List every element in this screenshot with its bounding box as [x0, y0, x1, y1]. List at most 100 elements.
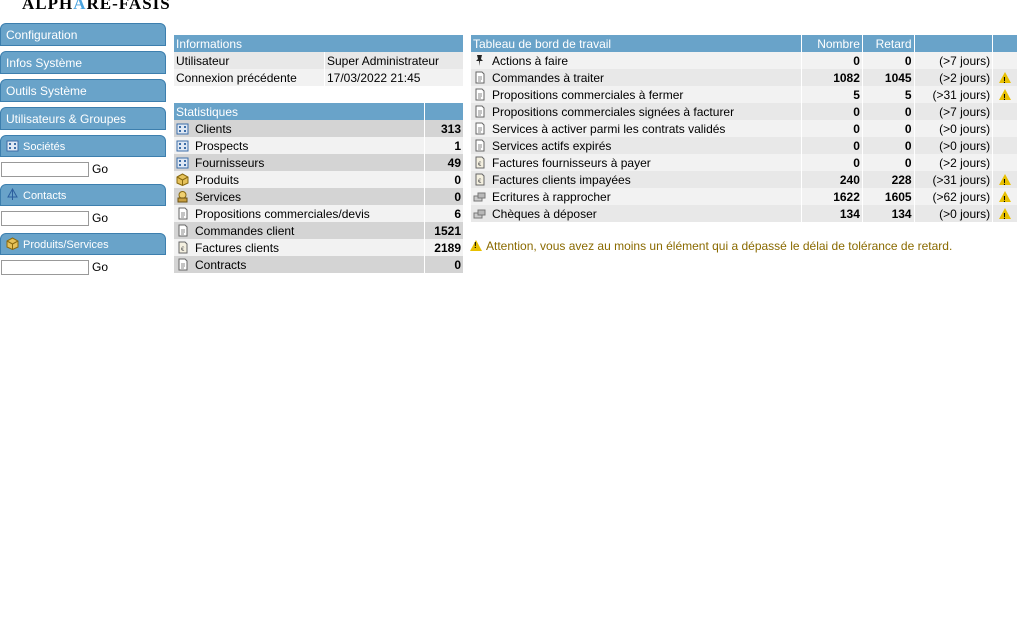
stat-label[interactable]: Prospects [195, 138, 249, 153]
stat-label-cell[interactable]: € Factures clients [174, 239, 425, 256]
dashboard-label[interactable]: Propositions commerciales signées à fact… [492, 104, 735, 119]
produits-go-button[interactable]: Go [92, 260, 109, 274]
dashboard-label[interactable]: Propositions commerciales à fermer [492, 87, 684, 102]
stat-label[interactable]: Commandes client [195, 223, 295, 238]
stat-label-cell[interactable]: Produits [174, 171, 425, 188]
dashboard-row[interactable]: Propositions commerciales signées à fact… [471, 103, 1018, 120]
dashboard-label[interactable]: Actions à faire [492, 53, 569, 68]
dashboard-label[interactable]: Factures fournisseurs à payer [492, 155, 651, 170]
document-icon [475, 139, 485, 151]
dashboard-nombre: 1082 [801, 69, 863, 86]
contacts-go-button[interactable]: Go [92, 211, 109, 225]
stat-row[interactable]: € Factures clients 2189 [174, 239, 464, 256]
dashboard-label-cell[interactable]: € Factures fournisseurs à payer [471, 154, 803, 171]
dashboard-row[interactable]: Services à activer parmi les contrats va… [471, 120, 1018, 137]
contacts-search-input[interactable] [1, 211, 89, 226]
dashboard-label[interactable]: Chèques à déposer [492, 206, 597, 221]
stat-label[interactable]: Contracts [195, 257, 247, 272]
tableau-de-bord-table: Tableau de bord de travail Nombre Retard… [471, 35, 1018, 225]
menu-configuration[interactable]: Configuration [0, 23, 166, 46]
stat-row[interactable]: Prospects 1 [174, 137, 464, 154]
dashboard-nombre: 0 [801, 52, 863, 69]
stat-row[interactable]: Commandes client 1521 [174, 222, 464, 239]
stat-label-cell[interactable]: Commandes client [174, 222, 425, 239]
dashboard-nombre: 1622 [801, 188, 863, 205]
stat-row[interactable]: Fournisseurs 49 [174, 154, 464, 171]
building-icon [176, 140, 189, 151]
dashboard-label[interactable]: Commandes à traiter [492, 70, 605, 85]
dashboard-row[interactable]: Ecritures à rapprocher 1622 1605 (>62 jours… [471, 188, 1018, 208]
dashboard-delay: (>62 jours) [914, 188, 994, 205]
stat-value: 2189 [424, 239, 464, 256]
dashboard-label-cell[interactable]: Services actifs expirés [471, 137, 803, 154]
sidebar: Configuration Infos Système Outils Systè… [0, 23, 166, 282]
stat-row[interactable]: Propositions commerciales/devis 6 [174, 205, 464, 222]
dashboard-row[interactable]: Chèques à déposer 134 134 (>0 jours) [471, 205, 1018, 225]
stat-value: 0 [424, 171, 464, 188]
dashboard-warn-cell [992, 103, 1018, 120]
menu-utilisateurs-groupes[interactable]: Utilisateurs & Groupes [0, 107, 166, 130]
col-nombre-header: Nombre [801, 35, 863, 52]
menu-societes[interactable]: Sociétés [0, 135, 166, 157]
stat-label[interactable]: Factures clients [195, 240, 280, 255]
stat-label-cell[interactable]: Clients [174, 120, 425, 137]
dashboard-row[interactable]: Services actifs expirés 0 0 (>0 jours) [471, 137, 1018, 154]
dashboard-row[interactable]: Actions à faire 0 0 (>7 jours) [471, 52, 1018, 69]
stat-label[interactable]: Produits [195, 172, 240, 187]
dashboard-retard: 134 [862, 205, 915, 222]
stat-label[interactable]: Fournisseurs [195, 155, 265, 170]
menu-infos-systeme[interactable]: Infos Système [0, 51, 166, 74]
bank-icon [473, 192, 486, 201]
menu-outils-systeme[interactable]: Outils Système [0, 79, 166, 102]
dashboard-label-cell[interactable]: Commandes à traiter [471, 69, 803, 86]
stat-row[interactable]: Services 0 [174, 188, 464, 205]
warning-icon [999, 71, 1012, 89]
dashboard-label[interactable]: Ecritures à rapprocher [492, 189, 611, 204]
stat-row[interactable]: Clients 313 [174, 120, 464, 137]
dashboard-retard: 0 [862, 103, 915, 120]
stat-label-cell[interactable]: Services [174, 188, 425, 205]
late-alert-text: Attention, vous avez au moins un élément… [486, 239, 953, 253]
dashboard-label-cell[interactable]: Chèques à déposer [471, 205, 803, 222]
dashboard-label-cell[interactable]: Services à activer parmi les contrats va… [471, 120, 803, 137]
document-icon [178, 258, 188, 270]
stat-row[interactable]: Produits 0 [174, 171, 464, 188]
stat-label-cell[interactable]: Prospects [174, 137, 425, 154]
dashboard-label[interactable]: Services à activer parmi les contrats va… [492, 121, 726, 136]
dashboard-warn-cell [992, 154, 1018, 171]
stat-label[interactable]: Propositions commerciales/devis [195, 206, 370, 221]
dashboard-row[interactable]: € Factures fournisseurs à payer 0 0 (>2 jour… [471, 154, 1018, 171]
dashboard-delay: (>31 jours) [914, 171, 994, 188]
societes-search-input[interactable] [1, 162, 89, 177]
dashboard-nombre: 0 [801, 137, 863, 154]
dashboard-label-cell[interactable]: Actions à faire [471, 52, 803, 69]
statistiques-header-count [424, 103, 464, 120]
menu-contacts-label: Contacts [23, 190, 67, 202]
menu-contacts[interactable]: Contacts [0, 184, 166, 206]
stat-label[interactable]: Clients [195, 121, 232, 136]
dashboard-row[interactable]: Commandes à traiter 1082 1045 (>2 jours) [471, 69, 1018, 89]
produits-search-input[interactable] [1, 260, 89, 275]
dashboard-label-cell[interactable]: Propositions commerciales à fermer [471, 86, 803, 103]
dashboard-label[interactable]: Factures clients impayées [492, 172, 631, 187]
invoice-icon: € [178, 241, 188, 253]
stat-label-cell[interactable]: Contracts [174, 256, 425, 273]
menu-produits-services[interactable]: Produits/Services [0, 233, 166, 255]
dashboard-label-cell[interactable]: Ecritures à rapprocher [471, 188, 803, 205]
warning-icon [470, 240, 482, 251]
dashboard-label-cell[interactable]: € Factures clients impayées [471, 171, 803, 188]
contacts-search: Go [0, 211, 166, 227]
stat-label[interactable]: Services [195, 189, 242, 204]
dashboard-retard: 1045 [862, 69, 915, 86]
stat-row[interactable]: Contracts 0 [174, 256, 464, 273]
dashboard-row[interactable]: Propositions commerciales à fermer 5 5 (>31… [471, 86, 1018, 106]
dashboard-label[interactable]: Services actifs expirés [492, 138, 612, 153]
societes-go-button[interactable]: Go [92, 162, 109, 176]
late-alert: Attention, vous avez au moins un élément… [470, 239, 952, 253]
stat-label-cell[interactable]: Propositions commerciales/devis [174, 205, 425, 222]
stat-label-cell[interactable]: Fournisseurs [174, 154, 425, 171]
col-retard-header: Retard [862, 35, 915, 52]
dashboard-label-cell[interactable]: Propositions commerciales signées à fact… [471, 103, 803, 120]
dashboard-row[interactable]: € Factures clients impayées 240 228 (>31 jou… [471, 171, 1018, 191]
box-icon [176, 172, 189, 186]
